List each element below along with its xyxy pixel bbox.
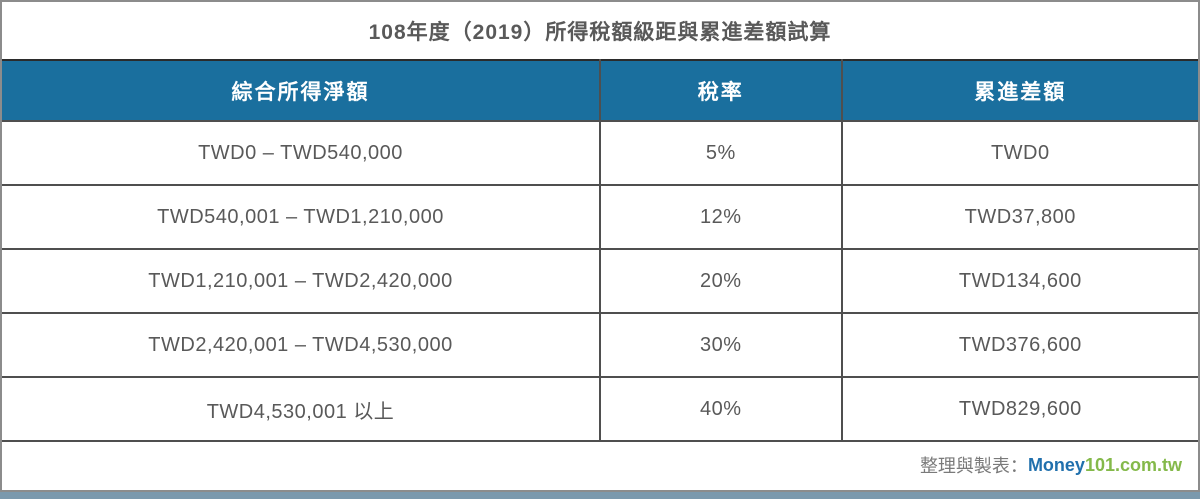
cell-income-range: TWD0 – TWD540,000 — [2, 120, 601, 186]
column-header-net-income: 綜合所得淨額 — [2, 59, 601, 122]
brand-link-money101[interactable]: Money101.com.tw — [1028, 455, 1182, 476]
cell-income-range: TWD540,001 – TWD1,210,000 — [2, 184, 601, 250]
tax-bracket-table: 綜合所得淨額 稅率 累進差額 TWD0 – TWD540,000 5% TWD0… — [2, 59, 1198, 442]
table-row: TWD1,210,001 – TWD2,420,000 20% TWD134,6… — [2, 248, 1198, 314]
title-row: 108年度（2019）所得稅額級距與累進差額試算 — [2, 2, 1198, 59]
cell-progressive-difference: TWD829,600 — [840, 376, 1198, 442]
cell-progressive-difference: TWD134,600 — [840, 248, 1198, 314]
brand-text-domain: 101.com.tw — [1084, 454, 1182, 475]
cell-progressive-difference: TWD376,600 — [840, 312, 1198, 378]
cell-tax-rate: 30% — [599, 312, 843, 378]
table-row: TWD540,001 – TWD1,210,000 12% TWD37,800 — [2, 184, 1198, 250]
cell-tax-rate: 40% — [599, 376, 843, 442]
figure-title: 108年度（2019）所得稅額級距與累進差額試算 — [368, 20, 832, 44]
cell-progressive-difference: TWD0 — [840, 120, 1198, 186]
bottom-accent-strip — [0, 492, 1200, 499]
cell-progressive-difference: TWD37,800 — [840, 184, 1198, 250]
table-row: TWD4,530,001 以上 40% TWD829,600 — [2, 376, 1198, 442]
cell-tax-rate: 12% — [599, 184, 843, 250]
cell-tax-rate: 5% — [599, 120, 843, 186]
footer-credit-row: 整理與製表： Money101.com.tw — [2, 442, 1198, 488]
table-row: TWD2,420,001 – TWD4,530,000 30% TWD376,6… — [2, 312, 1198, 378]
column-header-tax-rate: 稅率 — [599, 59, 843, 122]
brand-text-money: Money — [1027, 454, 1085, 475]
column-header-progressive-difference: 累進差額 — [840, 59, 1198, 122]
table-row: TWD0 – TWD540,000 5% TWD0 — [2, 120, 1198, 186]
footer-credit-label: 整理與製表： — [919, 456, 1028, 476]
header-row: 綜合所得淨額 稅率 累進差額 — [2, 59, 1198, 122]
cell-income-range: TWD2,420,001 – TWD4,530,000 — [2, 312, 601, 378]
cell-tax-rate: 20% — [599, 248, 843, 314]
cell-income-range: TWD4,530,001 以上 — [2, 376, 601, 442]
cell-income-range: TWD1,210,001 – TWD2,420,000 — [2, 248, 601, 314]
